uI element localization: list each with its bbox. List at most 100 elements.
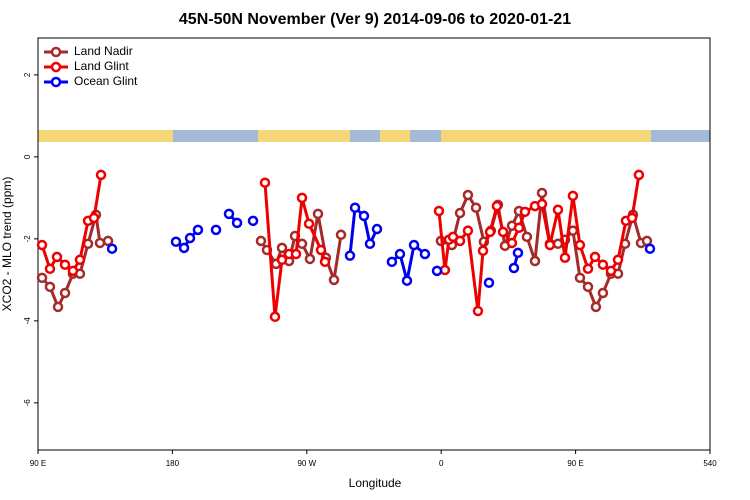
data-point (470, 202, 482, 213)
data-point (231, 217, 243, 229)
data-point (269, 311, 281, 323)
x-tick-label: 540 (703, 459, 717, 468)
data-point (559, 252, 571, 263)
data-point (552, 204, 564, 216)
data-point (210, 224, 222, 236)
x-axis-label: Longitude (349, 476, 402, 490)
data-point (513, 222, 525, 234)
data-point (644, 243, 656, 254)
legend-label: Land Nadir (74, 44, 133, 58)
data-point (536, 198, 548, 210)
legend-label: Land Glint (74, 59, 129, 73)
data-point (401, 275, 413, 286)
data-point (626, 212, 638, 224)
data-point (276, 254, 288, 266)
data-point (303, 218, 315, 229)
data-point (358, 210, 370, 222)
x-tick-label: 90 W (297, 459, 316, 468)
legend-label: Ocean Glint (74, 74, 138, 88)
legend-marker (50, 46, 62, 58)
data-point (597, 287, 609, 299)
x-tick-label: 180 (166, 459, 180, 468)
data-point (349, 202, 361, 213)
data-point (472, 305, 484, 317)
data-point (328, 274, 340, 286)
x-tick-label: 90 E (30, 459, 46, 468)
data-point (612, 254, 624, 266)
data-point (296, 192, 308, 204)
data-point (52, 301, 64, 313)
data-point (51, 251, 63, 263)
data-point (371, 223, 383, 235)
data-point (36, 272, 48, 284)
data-point (192, 224, 204, 236)
legend-marker (50, 76, 62, 88)
data-point (319, 256, 331, 268)
data-point (484, 226, 496, 238)
data-point (386, 256, 398, 268)
y-tick-label: 2 (23, 72, 32, 77)
data-point (454, 207, 466, 219)
data-point (315, 244, 327, 256)
data-point (74, 254, 86, 266)
data-point (483, 277, 495, 288)
data-point (633, 169, 645, 181)
legend-marker (50, 61, 62, 73)
x-tick-label: 90 E (567, 459, 583, 468)
data-point (597, 259, 609, 270)
data-point (67, 265, 79, 277)
data-point (178, 242, 190, 254)
data-point (582, 263, 594, 275)
data-point (44, 281, 56, 293)
data-point (312, 208, 324, 220)
data-point (59, 259, 71, 270)
data-point (574, 272, 586, 284)
data-point (259, 177, 271, 188)
data-point (536, 187, 548, 199)
data-point (506, 237, 518, 249)
data-point (589, 251, 601, 263)
data-point (170, 236, 182, 247)
data-point (247, 215, 259, 227)
data-point (290, 248, 302, 260)
data-point (574, 239, 586, 251)
y-axis-label: XCO2 - MLO trend (ppm) (0, 177, 14, 312)
y-tick-label: -6 (23, 399, 32, 407)
data-point (304, 253, 316, 265)
data-point (344, 250, 356, 261)
data-point (88, 212, 100, 224)
data-point (477, 245, 489, 257)
data-point (184, 232, 196, 244)
data-point (255, 235, 267, 247)
data-point (519, 206, 531, 218)
data-point (94, 237, 106, 249)
data-point (491, 200, 503, 212)
data-point (462, 189, 474, 201)
data-point (335, 229, 347, 241)
x-tick-label: 0 (439, 459, 444, 468)
data-point (521, 231, 533, 243)
data-point (59, 287, 71, 299)
data-point (462, 225, 474, 236)
data-point (408, 239, 420, 251)
data-point (36, 239, 48, 251)
data-point (508, 262, 520, 274)
data-point (44, 263, 56, 275)
data-point (567, 190, 579, 202)
data-point (590, 301, 602, 313)
data-point (276, 242, 288, 254)
data-point (582, 281, 594, 293)
data-point (497, 226, 509, 238)
data-point (544, 239, 556, 251)
data-point (431, 265, 443, 277)
data-point (433, 205, 445, 217)
data-point (394, 248, 406, 260)
data-point (512, 247, 524, 259)
data-point (95, 169, 107, 181)
chart-title: 45N-50N November (Ver 9) 2014-09-06 to 2… (179, 11, 571, 28)
data-point (296, 238, 308, 250)
data-point (102, 235, 114, 247)
data-point (529, 255, 541, 267)
y-tick-label: -4 (23, 317, 32, 325)
